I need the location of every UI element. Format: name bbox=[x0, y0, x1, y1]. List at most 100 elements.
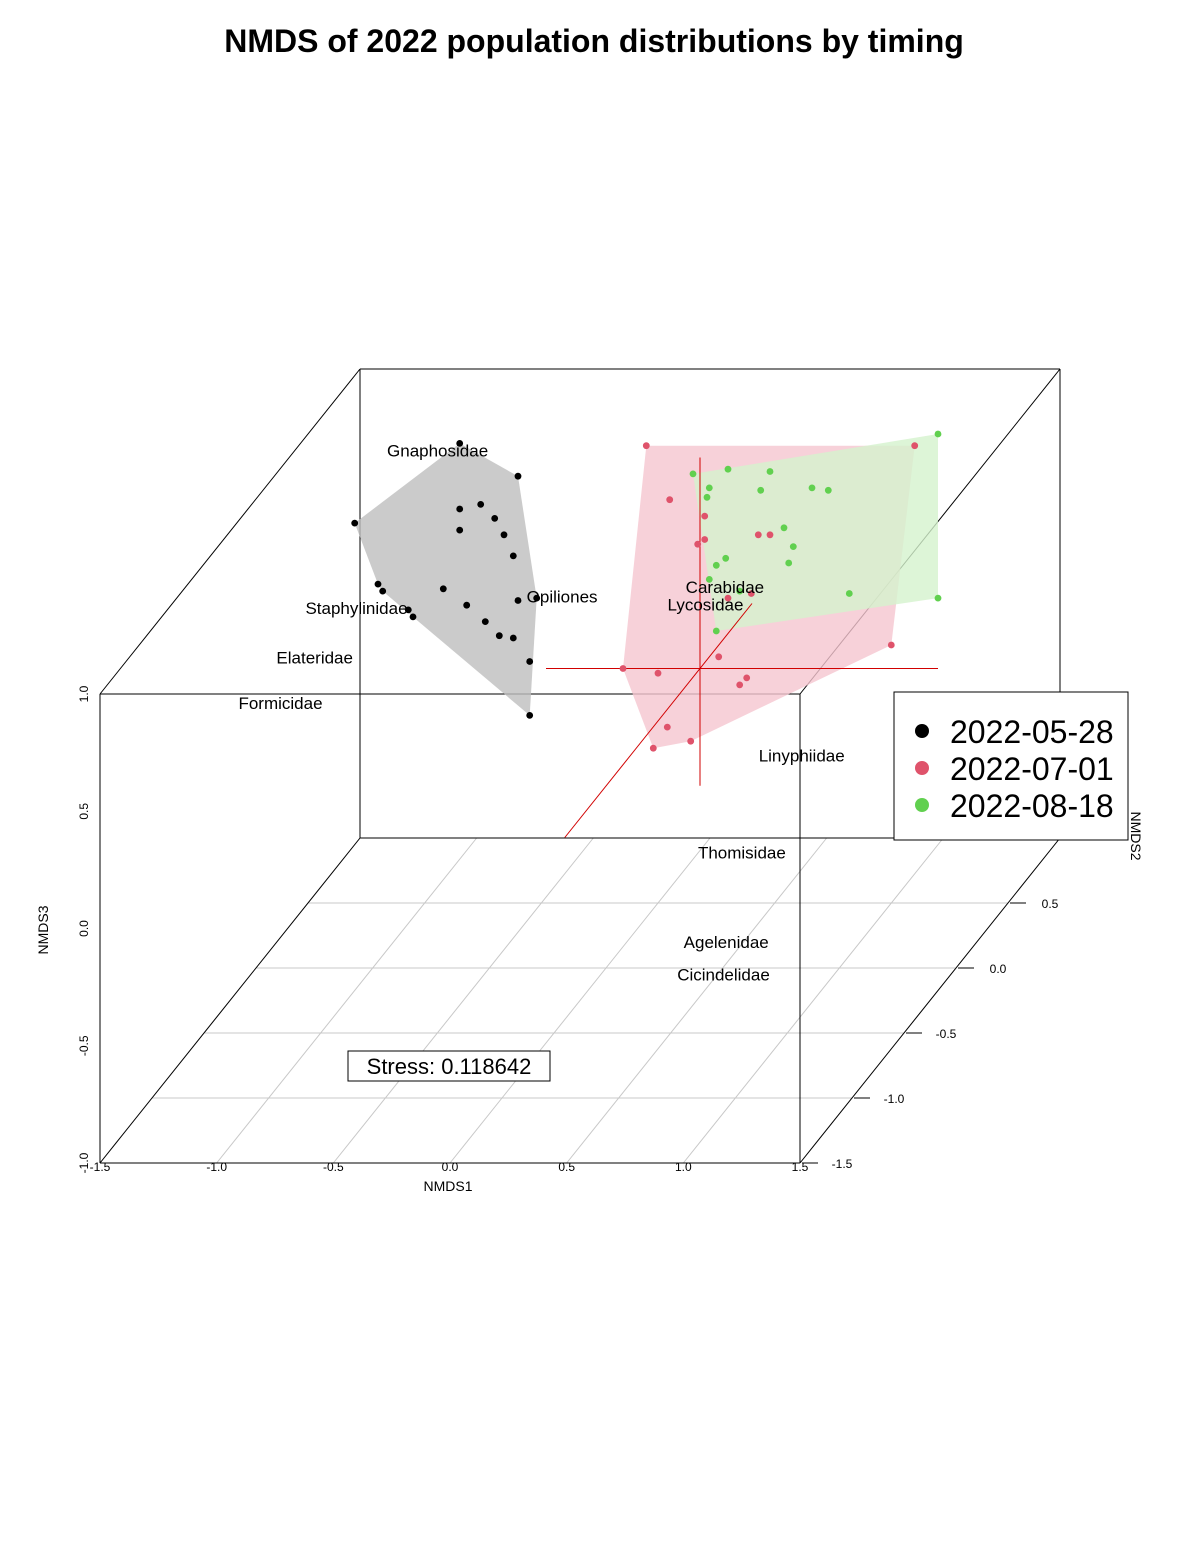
data-point bbox=[701, 536, 709, 543]
chart-title: NMDS of 2022 population distributions by… bbox=[224, 23, 964, 59]
convex-hulls bbox=[354, 434, 938, 749]
data-point bbox=[689, 470, 697, 478]
data-point bbox=[456, 526, 464, 534]
data-point bbox=[712, 561, 720, 569]
x-tick-label: 1.0 bbox=[675, 1160, 692, 1174]
data-point bbox=[456, 440, 464, 447]
x-tick-label: 1.5 bbox=[792, 1160, 809, 1174]
data-point bbox=[509, 552, 517, 560]
x-tick-label: -1.5 bbox=[90, 1160, 111, 1174]
y-tick-label: 0.0 bbox=[990, 962, 1007, 976]
hull-2022-08-18 bbox=[693, 434, 938, 631]
data-point bbox=[743, 674, 751, 682]
x-tick-label: -1.0 bbox=[206, 1160, 227, 1174]
data-point bbox=[824, 486, 832, 494]
grid-line-x bbox=[332, 837, 594, 1164]
data-point bbox=[934, 430, 942, 438]
data-point bbox=[703, 493, 711, 501]
data-point bbox=[514, 597, 522, 604]
data-point bbox=[439, 585, 447, 593]
legend-box bbox=[893, 691, 1129, 841]
stress-annotation: Stress: 0.118642 bbox=[347, 1050, 551, 1082]
data-point bbox=[687, 737, 695, 745]
data-point bbox=[463, 601, 471, 609]
species-label: Agelenidae bbox=[684, 933, 769, 952]
data-point bbox=[736, 681, 744, 689]
stress-label: Stress: 0.118642 bbox=[367, 1054, 532, 1079]
species-label: Staphylinidae bbox=[305, 599, 407, 618]
y-tick-label: -1.5 bbox=[832, 1157, 853, 1171]
species-label: Cicindelidae bbox=[677, 966, 770, 985]
z-tick-label: 0.0 bbox=[77, 920, 91, 937]
grid-line-x bbox=[449, 837, 711, 1164]
data-point bbox=[509, 634, 517, 642]
data-point bbox=[526, 658, 534, 665]
species-label: Elateridae bbox=[276, 649, 353, 668]
x-tick-label: 0.0 bbox=[442, 1160, 459, 1174]
data-point bbox=[500, 531, 508, 539]
stress-box bbox=[347, 1050, 551, 1082]
data-point bbox=[477, 501, 485, 508]
legend-marker bbox=[915, 761, 929, 775]
box-edge bbox=[799, 837, 1061, 1164]
data-point bbox=[766, 468, 774, 475]
x-tick-label: 0.5 bbox=[558, 1160, 575, 1174]
data-point bbox=[808, 484, 816, 492]
legend-label: 2022-05-28 bbox=[950, 714, 1114, 750]
data-point bbox=[845, 590, 853, 597]
data-point bbox=[785, 559, 793, 567]
data-point bbox=[766, 531, 774, 539]
data-point bbox=[642, 442, 650, 450]
data-point bbox=[495, 632, 503, 640]
species-labels: Gnaphosidae Staphylinidae Opiliones Carabid… bbox=[238, 441, 844, 984]
data-point bbox=[705, 484, 713, 492]
x-axis-label: NMDS1 bbox=[423, 1178, 472, 1194]
species-label: Linyphiidae bbox=[759, 746, 845, 765]
y-axis-label: NMDS2 bbox=[1128, 811, 1144, 860]
box-edge bbox=[99, 368, 361, 695]
data-point bbox=[736, 587, 744, 595]
legend-label: 2022-08-18 bbox=[950, 788, 1114, 824]
grid-line-x bbox=[682, 837, 944, 1164]
y-tick-label: -0.5 bbox=[936, 1027, 957, 1041]
data-point bbox=[481, 618, 489, 625]
data-point bbox=[934, 594, 942, 602]
hull-2022-05-28 bbox=[354, 443, 537, 716]
data-points bbox=[351, 430, 942, 752]
legend-marker bbox=[915, 798, 929, 812]
z-tick-label: -1.0 bbox=[77, 1152, 91, 1173]
species-label: Lycosidae bbox=[668, 596, 744, 615]
data-point bbox=[409, 613, 417, 621]
species-label: Opiliones bbox=[527, 588, 598, 607]
data-point bbox=[663, 723, 671, 731]
data-point bbox=[456, 505, 464, 513]
data-point bbox=[649, 744, 657, 752]
z-tick-label: -0.5 bbox=[77, 1035, 91, 1056]
grid-line-x bbox=[216, 837, 478, 1164]
box-edge bbox=[99, 837, 361, 1164]
origin-axis-y bbox=[564, 603, 753, 838]
grid-line-x bbox=[566, 837, 828, 1164]
legend-label: 2022-07-01 bbox=[950, 751, 1114, 787]
data-point bbox=[619, 665, 627, 672]
data-point bbox=[724, 465, 732, 473]
data-point bbox=[701, 512, 709, 520]
data-point bbox=[379, 587, 387, 595]
species-label: Gnaphosidae bbox=[387, 441, 488, 460]
data-point bbox=[747, 590, 755, 597]
data-point bbox=[715, 653, 723, 661]
data-point bbox=[724, 594, 732, 602]
species-label: Formicidae bbox=[238, 694, 322, 713]
data-point bbox=[789, 543, 797, 550]
origin-axes bbox=[546, 457, 938, 838]
species-label: Carabidae bbox=[686, 578, 764, 597]
data-point bbox=[754, 531, 762, 539]
z-tick-label: 0.5 bbox=[77, 803, 91, 820]
data-point bbox=[404, 606, 412, 614]
axis-ticks: -1.5 -1.0 -0.5 0.0 0.5 1.0 1.5-1.0-0.50.00.51.… bbox=[77, 685, 1059, 1174]
data-point bbox=[722, 554, 730, 562]
data-point bbox=[694, 540, 702, 548]
data-point bbox=[705, 576, 713, 583]
